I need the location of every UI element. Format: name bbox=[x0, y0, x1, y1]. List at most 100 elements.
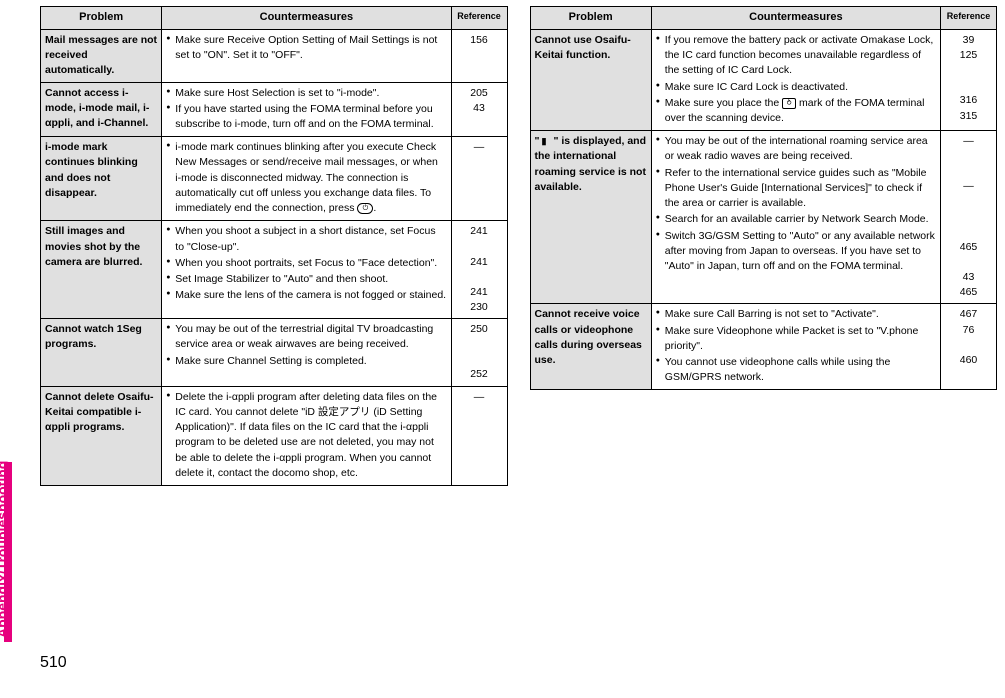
reference-value: 250 bbox=[456, 322, 503, 337]
countermeasure-cell: If you remove the battery pack or activa… bbox=[651, 29, 940, 130]
reference-value: 76 bbox=[945, 323, 992, 338]
reference-value: 315 bbox=[945, 109, 992, 124]
reference-value bbox=[945, 149, 992, 164]
reference-cell: 46776 460 bbox=[941, 304, 997, 390]
countermeasure-item: When you shoot portraits, set Focus to "… bbox=[166, 256, 446, 271]
table-row: Cannot access i-mode, i-mode mail, i-αpp… bbox=[41, 82, 508, 137]
problem-cell: Mail messages are not received automatic… bbox=[41, 29, 162, 82]
countermeasure-cell: When you shoot a subject in a short dist… bbox=[162, 221, 451, 319]
countermeasure-item: Make sure Host Selection is set to "i-mo… bbox=[166, 86, 446, 101]
reference-value bbox=[456, 270, 503, 285]
countermeasure-item: Make sure Videophone while Packet is set… bbox=[656, 324, 936, 354]
countermeasure-item: Switch 3G/GSM Setting to "Auto" or any a… bbox=[656, 229, 936, 275]
reference-value: — bbox=[456, 140, 503, 155]
reference-value: 252 bbox=[456, 367, 503, 382]
countermeasure-item: Make sure IC Card Lock is deactivated. bbox=[656, 80, 936, 95]
reference-value: 467 bbox=[945, 307, 992, 322]
troubleshoot-table-right: Problem Countermeasures Reference Cannot… bbox=[530, 6, 998, 390]
reference-cell: — bbox=[451, 137, 507, 221]
reference-value: 241 bbox=[456, 285, 503, 300]
table-row: i-mode mark continues blinking and does … bbox=[41, 137, 508, 221]
countermeasure-item: Make sure the lens of the camera is not … bbox=[166, 288, 446, 303]
countermeasure-cell: Make sure Host Selection is set to "i-mo… bbox=[162, 82, 451, 137]
countermeasure-item: Make sure Receive Option Setting of Mail… bbox=[166, 33, 446, 63]
problem-cell: Cannot watch 1Seg programs. bbox=[41, 319, 162, 386]
reference-value bbox=[945, 225, 992, 240]
reference-value bbox=[945, 164, 992, 179]
countermeasure-item: Make sure Channel Setting is completed. bbox=[166, 354, 446, 369]
reference-value: — bbox=[945, 179, 992, 194]
reference-value bbox=[945, 195, 992, 210]
main-content: Problem Countermeasures Reference Mail m… bbox=[40, 6, 997, 486]
page-number: 510 bbox=[40, 654, 67, 672]
reference-value: 43 bbox=[456, 101, 503, 116]
reference-value: 241 bbox=[456, 224, 503, 239]
countermeasure-item: Make sure you place the ⥁ mark of the FO… bbox=[656, 96, 936, 126]
side-section-label: Appendix/Troubleshooting bbox=[0, 461, 10, 638]
problem-cell: "" is displayed, and the international r… bbox=[530, 131, 651, 304]
reference-cell: 39125316315 bbox=[941, 29, 997, 130]
table-row: "" is displayed, and the international r… bbox=[530, 131, 997, 304]
reference-cell: 20543 bbox=[451, 82, 507, 137]
countermeasure-cell: You may be out of the international roam… bbox=[651, 131, 940, 304]
reference-value: — bbox=[456, 390, 503, 405]
table-row: Mail messages are not received automatic… bbox=[41, 29, 508, 82]
table-row: Cannot receive voice calls or videophone… bbox=[530, 304, 997, 390]
countermeasure-item: Delete the i-αppli program after deletin… bbox=[166, 390, 446, 481]
problem-cell: i-mode mark continues blinking and does … bbox=[41, 137, 162, 221]
col-header-reference: Reference bbox=[941, 7, 997, 30]
col-header-problem: Problem bbox=[41, 7, 162, 30]
col-header-reference: Reference bbox=[451, 7, 507, 30]
countermeasure-item: You may be out of the international roam… bbox=[656, 134, 936, 164]
countermeasure-item: If you remove the battery pack or activa… bbox=[656, 33, 936, 79]
reference-value: 465 bbox=[945, 240, 992, 255]
problem-cell: Cannot access i-mode, i-mode mail, i-αpp… bbox=[41, 82, 162, 137]
reference-value: 460 bbox=[945, 353, 992, 368]
countermeasure-item: i-mode mark continues blinking after you… bbox=[166, 140, 446, 216]
problem-cell: Still images and movies shot by the came… bbox=[41, 221, 162, 319]
col-header-countermeasures: Countermeasures bbox=[162, 7, 451, 30]
left-column: Problem Countermeasures Reference Mail m… bbox=[40, 6, 508, 486]
table-row: Still images and movies shot by the came… bbox=[41, 221, 508, 319]
reference-value: 241 bbox=[456, 255, 503, 270]
reference-value bbox=[945, 338, 992, 353]
countermeasure-item: If you have started using the FOMA termi… bbox=[166, 102, 446, 132]
problem-cell: Cannot receive voice calls or videophone… bbox=[530, 304, 651, 390]
reference-value: 39 bbox=[945, 33, 992, 48]
end-key-icon: ⏻ bbox=[357, 203, 373, 214]
col-header-problem: Problem bbox=[530, 7, 651, 30]
reference-cell: 156 bbox=[451, 29, 507, 82]
reference-value bbox=[945, 63, 992, 78]
felica-icon: ⥁ bbox=[782, 98, 796, 109]
reference-value: 465 bbox=[945, 285, 992, 300]
countermeasure-cell: Make sure Call Barring is not set to "Ac… bbox=[651, 304, 940, 390]
countermeasure-cell: i-mode mark continues blinking after you… bbox=[162, 137, 451, 221]
countermeasure-item: Make sure Call Barring is not set to "Ac… bbox=[656, 307, 936, 322]
reference-cell: — bbox=[451, 386, 507, 485]
countermeasure-item: You cannot use videophone calls while us… bbox=[656, 355, 936, 385]
reference-value: 205 bbox=[456, 86, 503, 101]
countermeasure-item: Refer to the international service guide… bbox=[656, 166, 936, 212]
reference-value bbox=[945, 210, 992, 225]
table-row: Cannot use Osaifu-Keitai function.If you… bbox=[530, 29, 997, 130]
troubleshoot-table-left: Problem Countermeasures Reference Mail m… bbox=[40, 6, 508, 486]
countermeasure-item: Search for an available carrier by Netwo… bbox=[656, 212, 936, 227]
countermeasure-cell: You may be out of the terrestrial digita… bbox=[162, 319, 451, 386]
reference-value: 156 bbox=[456, 33, 503, 48]
table-row: Cannot delete Osaifu-Keitai compatible i… bbox=[41, 386, 508, 485]
problem-cell: Cannot delete Osaifu-Keitai compatible i… bbox=[41, 386, 162, 485]
reference-value: 43 bbox=[945, 270, 992, 285]
reference-cell: ——46543465 bbox=[941, 131, 997, 304]
reference-value: — bbox=[945, 134, 992, 149]
reference-value: 230 bbox=[456, 300, 503, 315]
reference-cell: 241241241230 bbox=[451, 221, 507, 319]
reference-value bbox=[945, 255, 992, 270]
reference-value bbox=[945, 78, 992, 93]
antenna-icon bbox=[539, 136, 553, 147]
reference-value bbox=[456, 337, 503, 352]
reference-value: 125 bbox=[945, 48, 992, 63]
countermeasure-item: You may be out of the terrestrial digita… bbox=[166, 322, 446, 352]
countermeasure-cell: Make sure Receive Option Setting of Mail… bbox=[162, 29, 451, 82]
countermeasure-cell: Delete the i-αppli program after deletin… bbox=[162, 386, 451, 485]
right-column: Problem Countermeasures Reference Cannot… bbox=[530, 6, 998, 486]
